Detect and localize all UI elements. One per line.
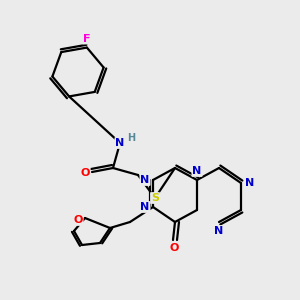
Text: N: N (245, 178, 255, 188)
Text: O: O (80, 168, 90, 178)
Text: N: N (116, 138, 124, 148)
Text: F: F (83, 34, 91, 44)
Text: N: N (140, 202, 150, 212)
Text: H: H (127, 133, 135, 143)
Text: N: N (140, 175, 150, 185)
Text: O: O (73, 215, 83, 225)
Text: S: S (151, 193, 159, 203)
Text: N: N (192, 166, 202, 176)
Text: N: N (214, 226, 224, 236)
Text: O: O (169, 243, 179, 253)
